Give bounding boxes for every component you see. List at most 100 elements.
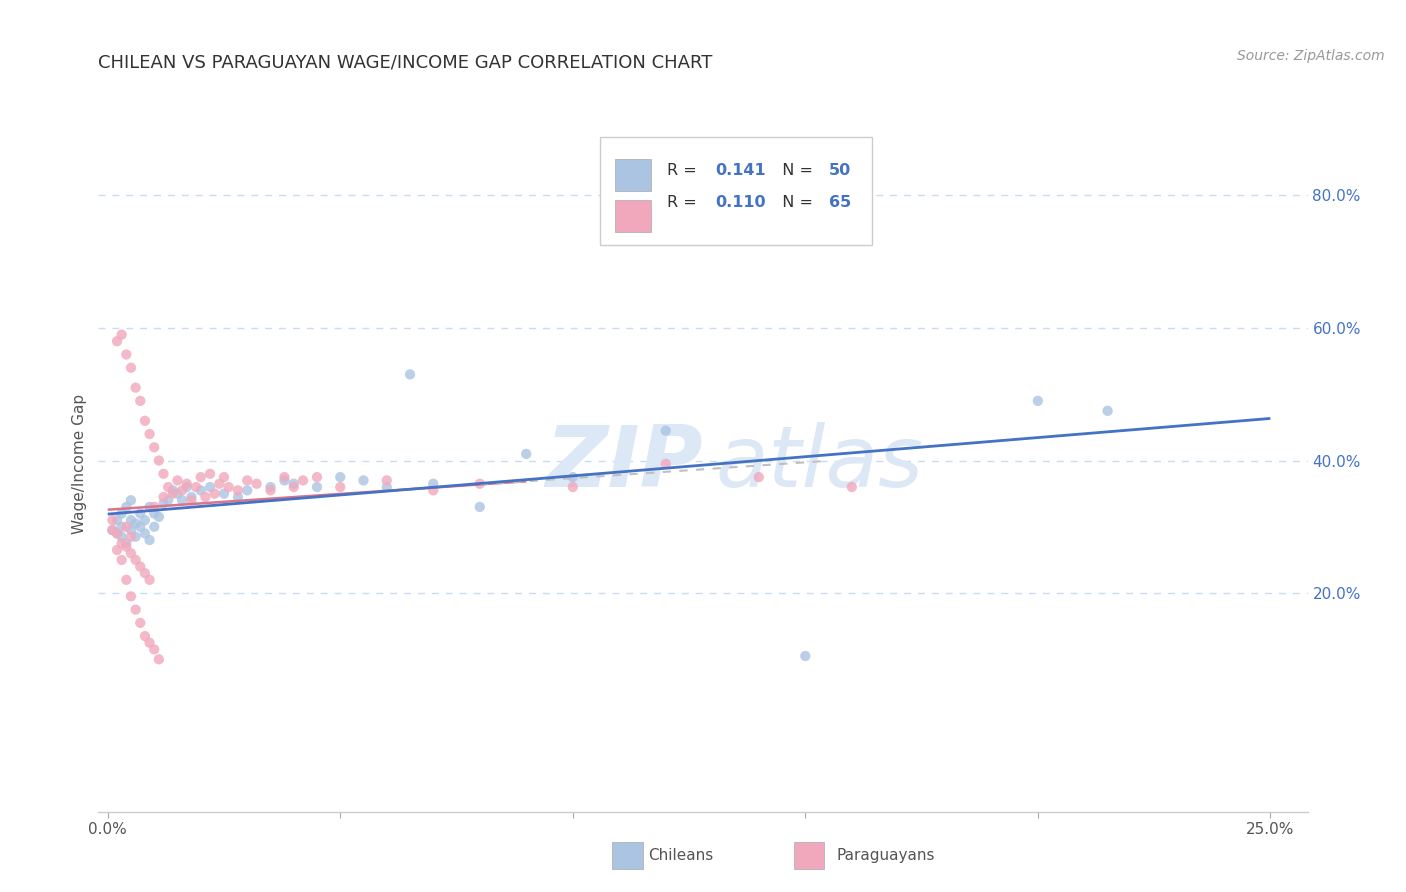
Point — [162, 486, 184, 500]
Bar — [614, 160, 651, 191]
Text: N =: N = — [772, 162, 818, 178]
Point — [283, 480, 305, 494]
Point — [841, 480, 863, 494]
Point — [111, 520, 134, 534]
Point — [208, 476, 231, 491]
Point — [105, 513, 128, 527]
Text: R =: R = — [666, 162, 702, 178]
Point — [111, 536, 134, 550]
Point — [138, 427, 160, 442]
Point — [111, 530, 134, 544]
Point — [375, 480, 398, 494]
Point — [120, 513, 142, 527]
Point — [245, 476, 267, 491]
Point — [515, 447, 537, 461]
Point — [305, 470, 328, 484]
Point — [115, 540, 138, 554]
Point — [105, 526, 128, 541]
Point — [134, 526, 156, 541]
Point — [111, 327, 134, 342]
Point — [152, 497, 174, 511]
Point — [198, 467, 221, 481]
Text: 0.141: 0.141 — [716, 162, 766, 178]
Point — [190, 470, 212, 484]
Point — [236, 483, 259, 498]
Point — [422, 483, 444, 498]
Point — [124, 602, 146, 616]
Point — [184, 480, 207, 494]
Point — [120, 546, 142, 560]
Point — [194, 490, 217, 504]
Point — [129, 393, 152, 408]
Point — [748, 470, 770, 484]
Point — [105, 334, 128, 349]
Point — [273, 474, 295, 488]
Point — [129, 559, 152, 574]
Point — [120, 493, 142, 508]
Point — [143, 500, 166, 514]
Point — [124, 381, 146, 395]
Point — [120, 530, 142, 544]
Point — [259, 483, 281, 498]
Point — [115, 573, 138, 587]
Point — [143, 507, 166, 521]
Point — [468, 476, 491, 491]
Point — [115, 520, 138, 534]
Point — [101, 513, 124, 527]
Point — [138, 573, 160, 587]
Point — [353, 474, 375, 488]
Point — [166, 474, 188, 488]
Point — [101, 523, 124, 537]
Bar — [793, 842, 824, 870]
Point — [166, 486, 188, 500]
Point — [176, 476, 198, 491]
Point — [148, 509, 170, 524]
Point — [143, 520, 166, 534]
Point — [138, 500, 160, 514]
Text: Paraguayans: Paraguayans — [837, 848, 935, 863]
Point — [124, 516, 146, 531]
Point — [422, 476, 444, 491]
Point — [176, 480, 198, 494]
Point — [212, 470, 235, 484]
Point — [655, 424, 678, 438]
Point — [115, 536, 138, 550]
Point — [172, 493, 194, 508]
Point — [157, 480, 180, 494]
Point — [468, 500, 491, 514]
Point — [124, 553, 146, 567]
Text: ZIP: ZIP — [546, 422, 703, 506]
Point — [134, 566, 156, 581]
Bar — [613, 842, 643, 870]
Point — [218, 480, 240, 494]
Point — [105, 526, 128, 541]
Point — [172, 483, 194, 498]
Point — [148, 652, 170, 666]
Point — [273, 470, 295, 484]
Point — [111, 553, 134, 567]
Text: atlas: atlas — [716, 422, 924, 506]
Point — [152, 467, 174, 481]
Point — [226, 483, 249, 498]
Point — [148, 453, 170, 467]
Text: 65: 65 — [828, 195, 851, 211]
Point — [1097, 404, 1119, 418]
Point — [283, 476, 305, 491]
Bar — [614, 201, 651, 232]
Point — [111, 507, 134, 521]
FancyBboxPatch shape — [600, 136, 872, 244]
Point — [120, 523, 142, 537]
Point — [794, 648, 817, 663]
Point — [190, 483, 212, 498]
Point — [115, 347, 138, 361]
Point — [204, 486, 226, 500]
Point — [399, 368, 422, 382]
Text: CHILEAN VS PARAGUAYAN WAGE/INCOME GAP CORRELATION CHART: CHILEAN VS PARAGUAYAN WAGE/INCOME GAP CO… — [98, 54, 713, 71]
Text: Source: ZipAtlas.com: Source: ZipAtlas.com — [1237, 49, 1385, 63]
Text: 50: 50 — [828, 162, 851, 178]
Point — [655, 457, 678, 471]
Point — [134, 629, 156, 643]
Point — [212, 486, 235, 500]
Point — [162, 483, 184, 498]
Point — [120, 360, 142, 375]
